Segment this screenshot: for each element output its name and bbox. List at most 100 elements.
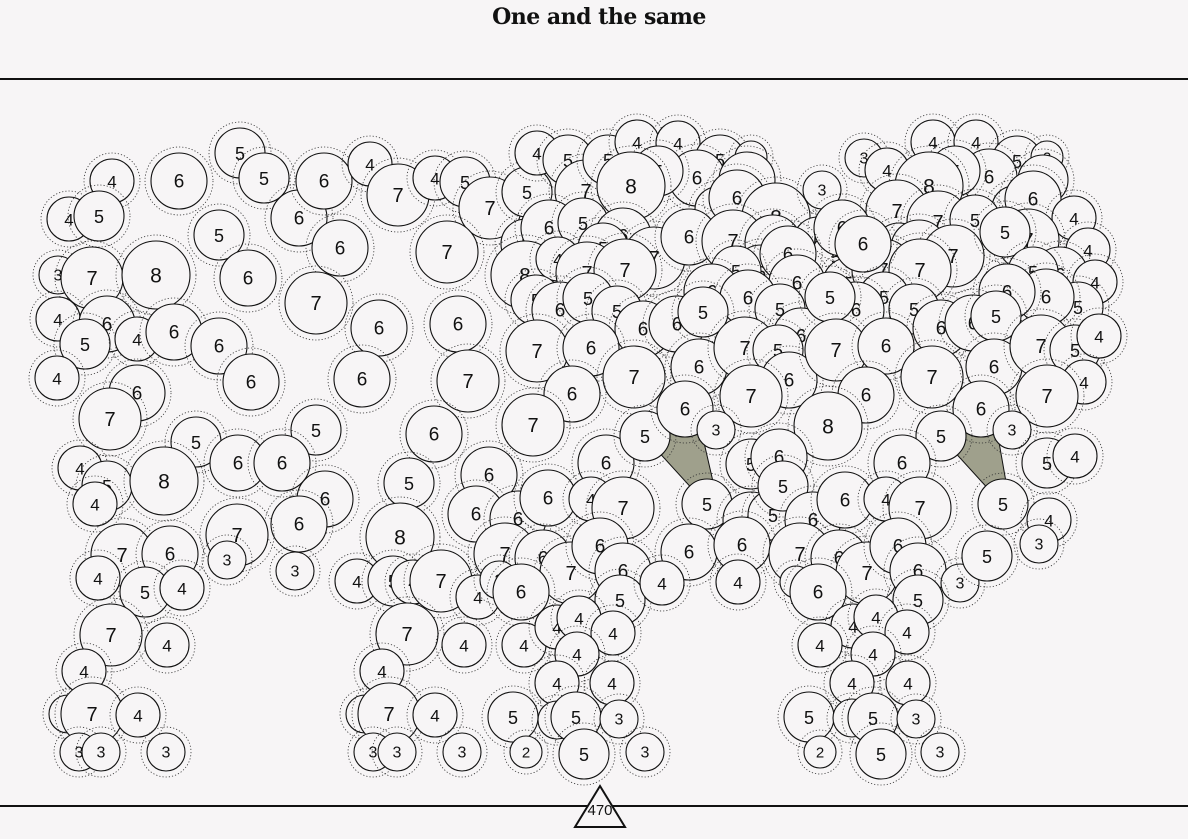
bubble-circle[interactable]: [222, 353, 280, 411]
bubble-circle[interactable]: [78, 387, 142, 451]
bubble-circle[interactable]: [253, 434, 311, 492]
bubble-153[interactable]: 5: [613, 404, 677, 468]
bubble-circle[interactable]: [992, 410, 1032, 450]
bubble-186[interactable]: 3: [201, 534, 253, 586]
bubble-circle[interactable]: [979, 206, 1031, 258]
bubble-263[interactable]: 2: [797, 729, 843, 775]
bubble-circle[interactable]: [442, 732, 482, 772]
bubble-234[interactable]: 4: [791, 616, 849, 674]
bubble-150[interactable]: 6: [399, 399, 469, 469]
bubble-147[interactable]: 8: [123, 440, 205, 522]
bubble-circle[interactable]: [159, 565, 205, 611]
bubble-69[interactable]: 5: [973, 200, 1037, 264]
bubble-circle[interactable]: [436, 349, 500, 413]
bubble-202[interactable]: 5: [955, 524, 1019, 588]
bubble-circle[interactable]: [789, 563, 847, 621]
bubble-97[interactable]: 6: [344, 293, 414, 363]
bubble-158[interactable]: 3: [986, 404, 1038, 456]
bubble-51[interactable]: 6: [213, 243, 283, 313]
bubble-203[interactable]: 3: [1013, 518, 1065, 570]
bubble-242[interactable]: 4: [109, 686, 167, 744]
bubble-circle[interactable]: [59, 318, 111, 370]
bubble-156[interactable]: 8: [787, 385, 869, 467]
bubble-54[interactable]: 7: [278, 265, 354, 341]
bubble-187[interactable]: 3: [269, 545, 321, 597]
bubble-circle[interactable]: [375, 602, 439, 666]
bubble-circle[interactable]: [855, 728, 907, 780]
bubble-182[interactable]: 6: [264, 489, 334, 559]
bubble-circle[interactable]: [238, 152, 290, 204]
bubble-6[interactable]: 5: [187, 203, 251, 267]
bubble-149[interactable]: 6: [247, 428, 317, 498]
bubble-249[interactable]: 3: [593, 693, 645, 745]
bubble-52[interactable]: 6: [305, 213, 375, 283]
bubble-146[interactable]: 4: [66, 475, 124, 533]
bubble-261[interactable]: 5: [552, 722, 616, 786]
bubble-circle[interactable]: [625, 732, 665, 772]
bubble-129[interactable]: 6: [851, 311, 921, 381]
bubble-168[interactable]: 6: [513, 463, 583, 533]
bubble-circle[interactable]: [599, 699, 639, 739]
bubble-circle[interactable]: [857, 317, 915, 375]
bubble-circle[interactable]: [311, 219, 369, 277]
bubble-120[interactable]: 7: [72, 381, 148, 457]
bubble-118[interactable]: 4: [28, 349, 86, 407]
bubble-255[interactable]: 3: [75, 726, 127, 778]
bubble-circle[interactable]: [412, 692, 458, 738]
bubble-233[interactable]: 4: [878, 603, 936, 661]
bubble-circle[interactable]: [34, 355, 80, 401]
bubble-89[interactable]: 6: [828, 209, 898, 279]
bubble-circle[interactable]: [1052, 433, 1098, 479]
bubble-circle[interactable]: [719, 364, 783, 428]
bubble-218[interactable]: 6: [783, 557, 853, 627]
bubble-134[interactable]: 4: [1070, 307, 1128, 365]
bubble-204[interactable]: 4: [69, 549, 127, 607]
bubble-circle[interactable]: [509, 735, 543, 769]
bubble-circle[interactable]: [79, 603, 143, 667]
bubble-circle[interactable]: [501, 393, 565, 457]
bubble-139[interactable]: 7: [713, 358, 789, 434]
bubble-circle[interactable]: [793, 391, 863, 461]
bubble-5[interactable]: 5: [67, 184, 131, 248]
bubble-circle[interactable]: [803, 735, 837, 769]
bubble-circle[interactable]: [295, 152, 353, 210]
bubble-circle[interactable]: [1015, 364, 1079, 428]
bubble-circle[interactable]: [961, 530, 1013, 582]
bubble-circle[interactable]: [677, 286, 729, 338]
bubble-circle[interactable]: [920, 732, 960, 772]
bubble-circle[interactable]: [834, 215, 892, 273]
bubble-circle[interactable]: [115, 692, 161, 738]
bubble-circle[interactable]: [146, 732, 186, 772]
bubble-53[interactable]: 7: [409, 214, 485, 290]
bubble-241[interactable]: 7: [54, 676, 130, 752]
bubble-99[interactable]: 6: [327, 344, 397, 414]
bubble-circle[interactable]: [1019, 524, 1059, 564]
bubble-circle[interactable]: [275, 551, 315, 591]
bubble-114[interactable]: 5: [964, 284, 1028, 348]
bubble-circle[interactable]: [602, 345, 666, 409]
bubble-1[interactable]: 5: [232, 146, 296, 210]
bubble-155[interactable]: 3: [690, 404, 742, 456]
bubble-229[interactable]: 4: [584, 604, 642, 662]
bubble-circle[interactable]: [81, 732, 121, 772]
bubble-98[interactable]: 6: [423, 289, 493, 359]
bubble-260[interactable]: 2: [503, 729, 549, 775]
bubble-137[interactable]: 7: [430, 343, 506, 419]
bubble-circle[interactable]: [915, 410, 967, 462]
bubble-circle[interactable]: [797, 622, 843, 668]
bubble-157[interactable]: 5: [909, 404, 973, 468]
bubble-237[interactable]: 4: [583, 654, 641, 712]
bubble-250[interactable]: 5: [777, 685, 841, 749]
bubble-circle[interactable]: [405, 405, 463, 463]
bubble-circle[interactable]: [415, 220, 479, 284]
bubble-circle[interactable]: [590, 610, 636, 656]
bubble-circle[interactable]: [73, 190, 125, 242]
bubble-circle[interactable]: [121, 240, 191, 310]
bubble-216[interactable]: 4: [709, 553, 767, 611]
bubble-179[interactable]: 5: [971, 472, 1035, 536]
bubble-circle[interactable]: [441, 622, 487, 668]
bubble-circle[interactable]: [290, 404, 342, 456]
bubble-265[interactable]: 3: [914, 726, 966, 778]
bubble-3[interactable]: 6: [144, 146, 214, 216]
